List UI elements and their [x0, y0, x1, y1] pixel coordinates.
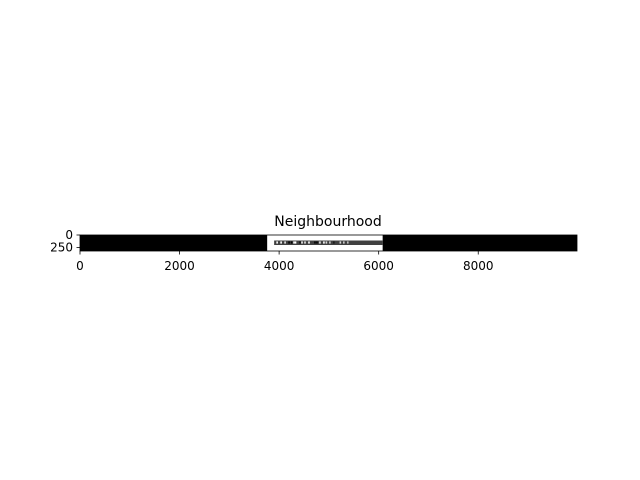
x-tick-label: 8000: [463, 259, 494, 273]
heatmap-bright-pixel: [294, 241, 297, 244]
heatmap-bright-pixel: [293, 241, 295, 244]
heatmap-bright-pixel: [304, 241, 306, 244]
heatmap-bright-pixel: [329, 241, 331, 244]
x-tick-label: 4000: [264, 259, 295, 273]
heatmap-bright-pixel: [301, 241, 303, 244]
heatmap-plot-area: [79, 234, 578, 252]
heatmap-bright-pixel: [347, 241, 349, 244]
heatmap-bright-pixel: [339, 241, 342, 244]
heatmap-dark-pixel: [299, 241, 301, 244]
heatmap-bright-pixel: [343, 241, 345, 244]
x-axis: 0 2000 4000 6000 8000: [76, 251, 494, 273]
chart-title: Neighbourhood: [274, 214, 381, 230]
x-tick-label: 0: [76, 259, 84, 273]
heatmap-bright-pixel: [319, 241, 321, 244]
x-tick-label: 2000: [164, 259, 195, 273]
heatmap-bright-pixel: [276, 241, 278, 244]
heatmap-dark-pixel: [316, 241, 318, 244]
y-tick-label: 250: [50, 241, 73, 255]
heatmap-bright-pixel: [308, 241, 310, 244]
heatmap-dark-pixel: [290, 241, 293, 244]
heatmap-bright-pixel: [323, 241, 325, 244]
heatmap-dark-pixel: [288, 241, 290, 244]
heatmap-dark-pixel: [333, 241, 335, 244]
y-tick-label: 0: [65, 228, 73, 242]
heatmap-region-band: [274, 240, 383, 245]
heatmap-bright-pixel: [280, 241, 282, 244]
x-tick-label: 6000: [363, 259, 394, 273]
heatmap-dark-pixel: [314, 241, 316, 244]
axes-frame: [79, 234, 578, 252]
heatmap-bright-pixel: [325, 241, 328, 244]
heatmap-bright-pixel: [284, 241, 286, 244]
